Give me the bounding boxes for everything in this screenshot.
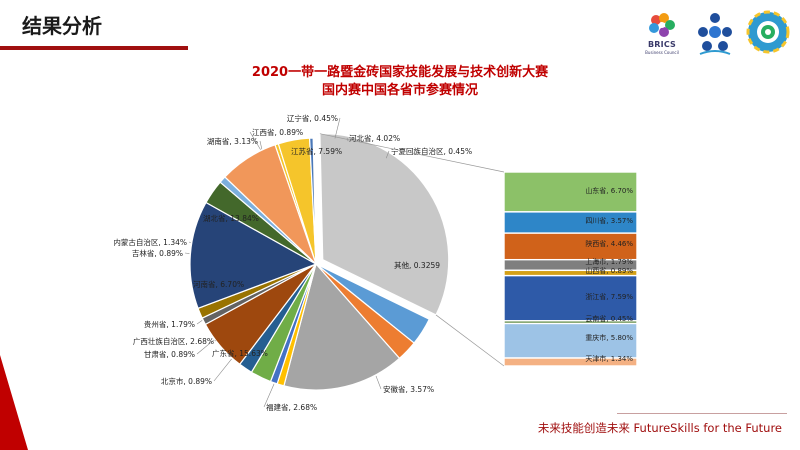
- slice-label: 甘肃省, 0.89%: [144, 349, 195, 359]
- slice-label: 内蒙古自治区, 1.34%: [113, 237, 187, 247]
- breakdown-label: 四川省, 3.57%: [585, 216, 633, 225]
- logo-group: BRICS Business Council: [642, 10, 792, 58]
- leader-line: [263, 383, 275, 408]
- breakdown-label: 浙江省, 7.59%: [585, 292, 633, 301]
- slice-label: 广西壮族自治区, 2.68%: [133, 336, 214, 346]
- breakdown-label: 云南省, 0.45%: [585, 314, 633, 323]
- pie-slice: [319, 133, 450, 316]
- pie-slice: [308, 137, 317, 265]
- slice-label: 贵州省, 1.79%: [144, 319, 195, 329]
- pie-slice: [189, 201, 318, 310]
- slice-label: 其他, 0.3259: [394, 260, 440, 270]
- breakdown-label: 天津市, 1.34%: [585, 354, 633, 363]
- leader-line: [259, 140, 263, 150]
- slice-label: 河南省, 6.70%: [193, 279, 244, 289]
- breakdown-bar-segment: [503, 171, 638, 213]
- leader-line: [213, 358, 232, 382]
- leader-line: [188, 241, 191, 243]
- title-underline: [0, 46, 188, 50]
- slide-title: 结果分析: [22, 14, 102, 38]
- footer-divider: [617, 413, 787, 414]
- skills-logo: [694, 10, 736, 58]
- connector-line: [435, 314, 505, 367]
- connector-line: [319, 133, 505, 173]
- breakdown-label: 山西省, 0.89%: [585, 266, 633, 275]
- slice-label: 福建省, 2.68%: [266, 402, 317, 412]
- leader-line: [334, 117, 341, 139]
- globe-logo: [746, 10, 790, 54]
- leader-line: [196, 320, 203, 325]
- breakdown-bar-segment: [503, 322, 638, 359]
- leader-line: [196, 339, 215, 355]
- breakdown-label: 山东省, 6.70%: [585, 186, 633, 195]
- slice-label: 广东省, 15.63%: [212, 348, 268, 358]
- breakdown-label: 陕西省, 4.46%: [585, 239, 633, 248]
- slice-label: 江西省, 0.89%: [252, 127, 303, 137]
- breakdown-bar-segment: [503, 274, 638, 322]
- slice-label: 江苏省, 7.59%: [291, 146, 342, 156]
- leader-line: [385, 150, 390, 159]
- pie-slice: [283, 262, 401, 391]
- slice-label: 吉林省, 0.89%: [132, 248, 183, 258]
- brics-logo-text: BRICS: [647, 40, 676, 49]
- slice-label: 辽宁省, 0.45%: [287, 113, 338, 123]
- brics-logo-subtext: Business Council: [645, 50, 679, 55]
- breakdown-label: 上海市, 1.79%: [585, 257, 633, 266]
- globe-emblem-icon: [746, 10, 790, 54]
- slice-label: 宁夏回族自治区, 0.45%: [391, 146, 472, 156]
- chart-title: 2020一带一路暨金砖国家技能发展与技术创新大赛 国内赛中国各省市参赛情况: [0, 64, 800, 100]
- brics-logo: BRICS Business Council: [642, 10, 682, 58]
- leader-line: [184, 252, 190, 254]
- chart-title-line-2: 国内赛中国各省市参赛情况: [321, 83, 478, 98]
- footer-slogan: 未来技能创造未来 FutureSkills for the Future: [537, 421, 782, 435]
- breakdown-label: 重庆市, 5.80%: [585, 333, 633, 342]
- slice-label: 安徽省, 3.57%: [383, 384, 434, 394]
- slice-label: 湖北省, 13.84%: [203, 213, 259, 223]
- slice-label: 湖南省, 3.13%: [207, 136, 258, 146]
- chart-title-line-1: 2020一带一路暨金砖国家技能发展与技术创新大赛: [251, 65, 549, 80]
- pie-slice: [224, 144, 317, 265]
- leader-line: [375, 375, 382, 390]
- breakdown-bar-segment: [503, 357, 638, 367]
- slice-label: 河北省, 4.02%: [349, 133, 400, 143]
- brics-flower-icon: [649, 13, 675, 37]
- skills-molecule-icon: [698, 13, 732, 55]
- breakdown-bar-segment: [503, 232, 638, 261]
- leader-line: [249, 131, 261, 150]
- slice-label: 北京市, 0.89%: [161, 376, 212, 386]
